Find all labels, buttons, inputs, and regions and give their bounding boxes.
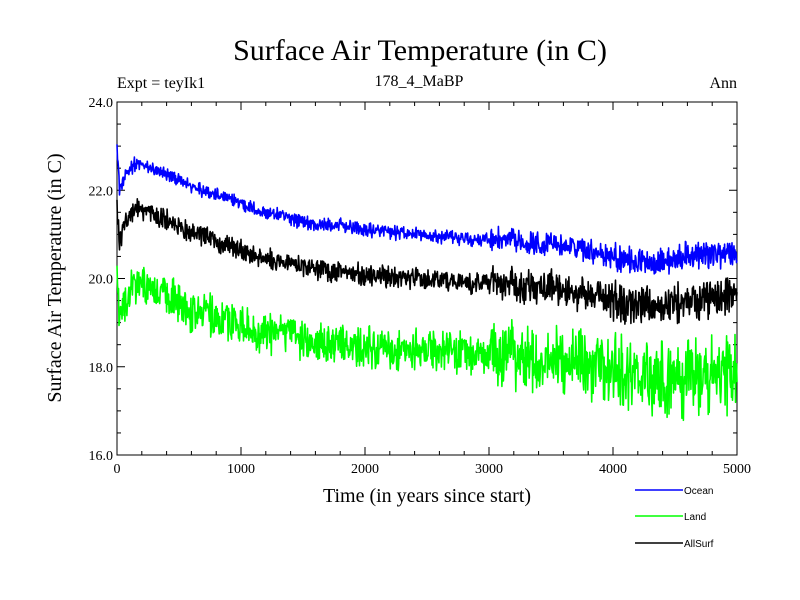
series-lines bbox=[116, 144, 738, 422]
y-axis-ticks: 16.0 18.0 20.0 22.0 24.0 bbox=[89, 96, 737, 464]
x-axis-label: Time (in years since start) bbox=[323, 485, 531, 507]
series-line-ocean bbox=[116, 144, 738, 275]
experiment-label: Expt = teyIk1 bbox=[117, 75, 205, 92]
y-axis-label: Surface Air Temperature (in C) bbox=[44, 153, 66, 402]
y-tick-label: 16.0 bbox=[89, 449, 114, 464]
x-tick-label: 2000 bbox=[351, 462, 379, 477]
y-tick-label: 24.0 bbox=[89, 96, 114, 111]
legend-label-ocean: Ocean bbox=[684, 486, 713, 497]
legend-label-allsurf: AllSurf bbox=[684, 539, 714, 550]
x-tick-label: 1000 bbox=[227, 462, 255, 477]
series-line-allsurf bbox=[116, 198, 738, 325]
chart-title: Surface Air Temperature (in C) bbox=[233, 34, 607, 67]
x-tick-label: 0 bbox=[114, 462, 121, 477]
period-label: 178_4_MaBP bbox=[375, 73, 464, 90]
x-tick-label: 3000 bbox=[475, 462, 503, 477]
x-tick-label: 4000 bbox=[599, 462, 627, 477]
legend-label-land: Land bbox=[684, 512, 706, 523]
x-tick-label: 5000 bbox=[723, 462, 751, 477]
x-axis-ticks: 0 1000 2000 3000 4000 5000 bbox=[114, 102, 751, 477]
legend: Ocean Land AllSurf bbox=[635, 486, 714, 550]
series-line-land bbox=[116, 265, 738, 422]
y-tick-label: 22.0 bbox=[89, 184, 114, 199]
y-tick-label: 20.0 bbox=[89, 273, 114, 288]
season-label: Ann bbox=[709, 75, 737, 92]
y-tick-label: 18.0 bbox=[89, 361, 114, 376]
